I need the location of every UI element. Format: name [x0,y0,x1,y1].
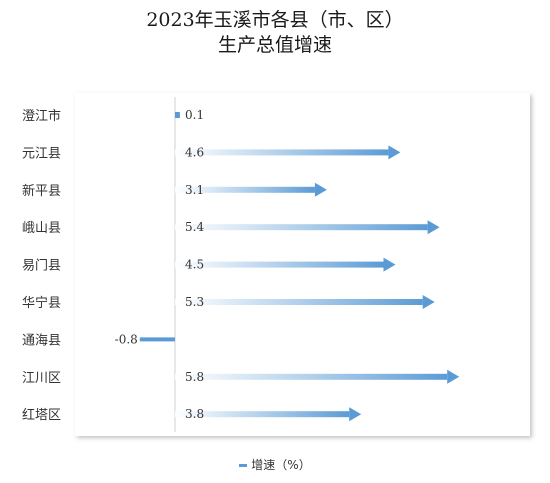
data-label: 3.8 [185,407,204,421]
bar-arrow [139,337,175,342]
bar-arrow [175,295,435,309]
chart-subtitle: 生产总值增速 [217,34,332,56]
bar-arrow [175,369,460,384]
legend-swatch [239,464,248,467]
bar-arrow [175,112,180,118]
data-label: -0.8 [115,332,138,346]
category-label: 澄江市 [22,108,61,124]
category-label: 易门县 [22,259,61,274]
chart-title: 2023年玉溪市各县（市、区） [146,9,404,31]
data-label: 4.5 [185,258,204,272]
category-label: 元江县 [22,146,61,161]
bar-arrow [175,257,396,272]
bar-arrow [175,407,362,422]
data-label: 5.3 [185,295,204,309]
bar-arrow [175,145,401,160]
category-label: 峨山县 [22,221,61,236]
category-label: 华宁县 [22,295,61,311]
legend: 增速（%） [0,456,550,473]
category-label: 通海县 [22,333,61,348]
category-label: 江川区 [22,371,61,386]
legend-label: 增速（%） [251,458,311,472]
category-label: 红塔区 [22,407,61,423]
data-label: 5.4 [185,220,204,234]
bar-arrow [175,220,440,235]
bar-arrow [175,182,327,197]
data-label: 5.8 [185,370,204,384]
category-label: 新平县 [22,183,61,199]
data-label: 4.6 [185,145,204,159]
data-label: 0.1 [185,108,204,122]
data-label: 3.1 [185,183,204,197]
